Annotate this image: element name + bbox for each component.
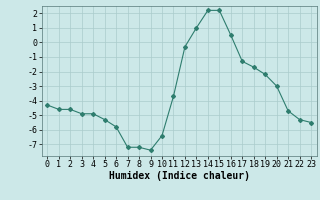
X-axis label: Humidex (Indice chaleur): Humidex (Indice chaleur)	[109, 171, 250, 181]
